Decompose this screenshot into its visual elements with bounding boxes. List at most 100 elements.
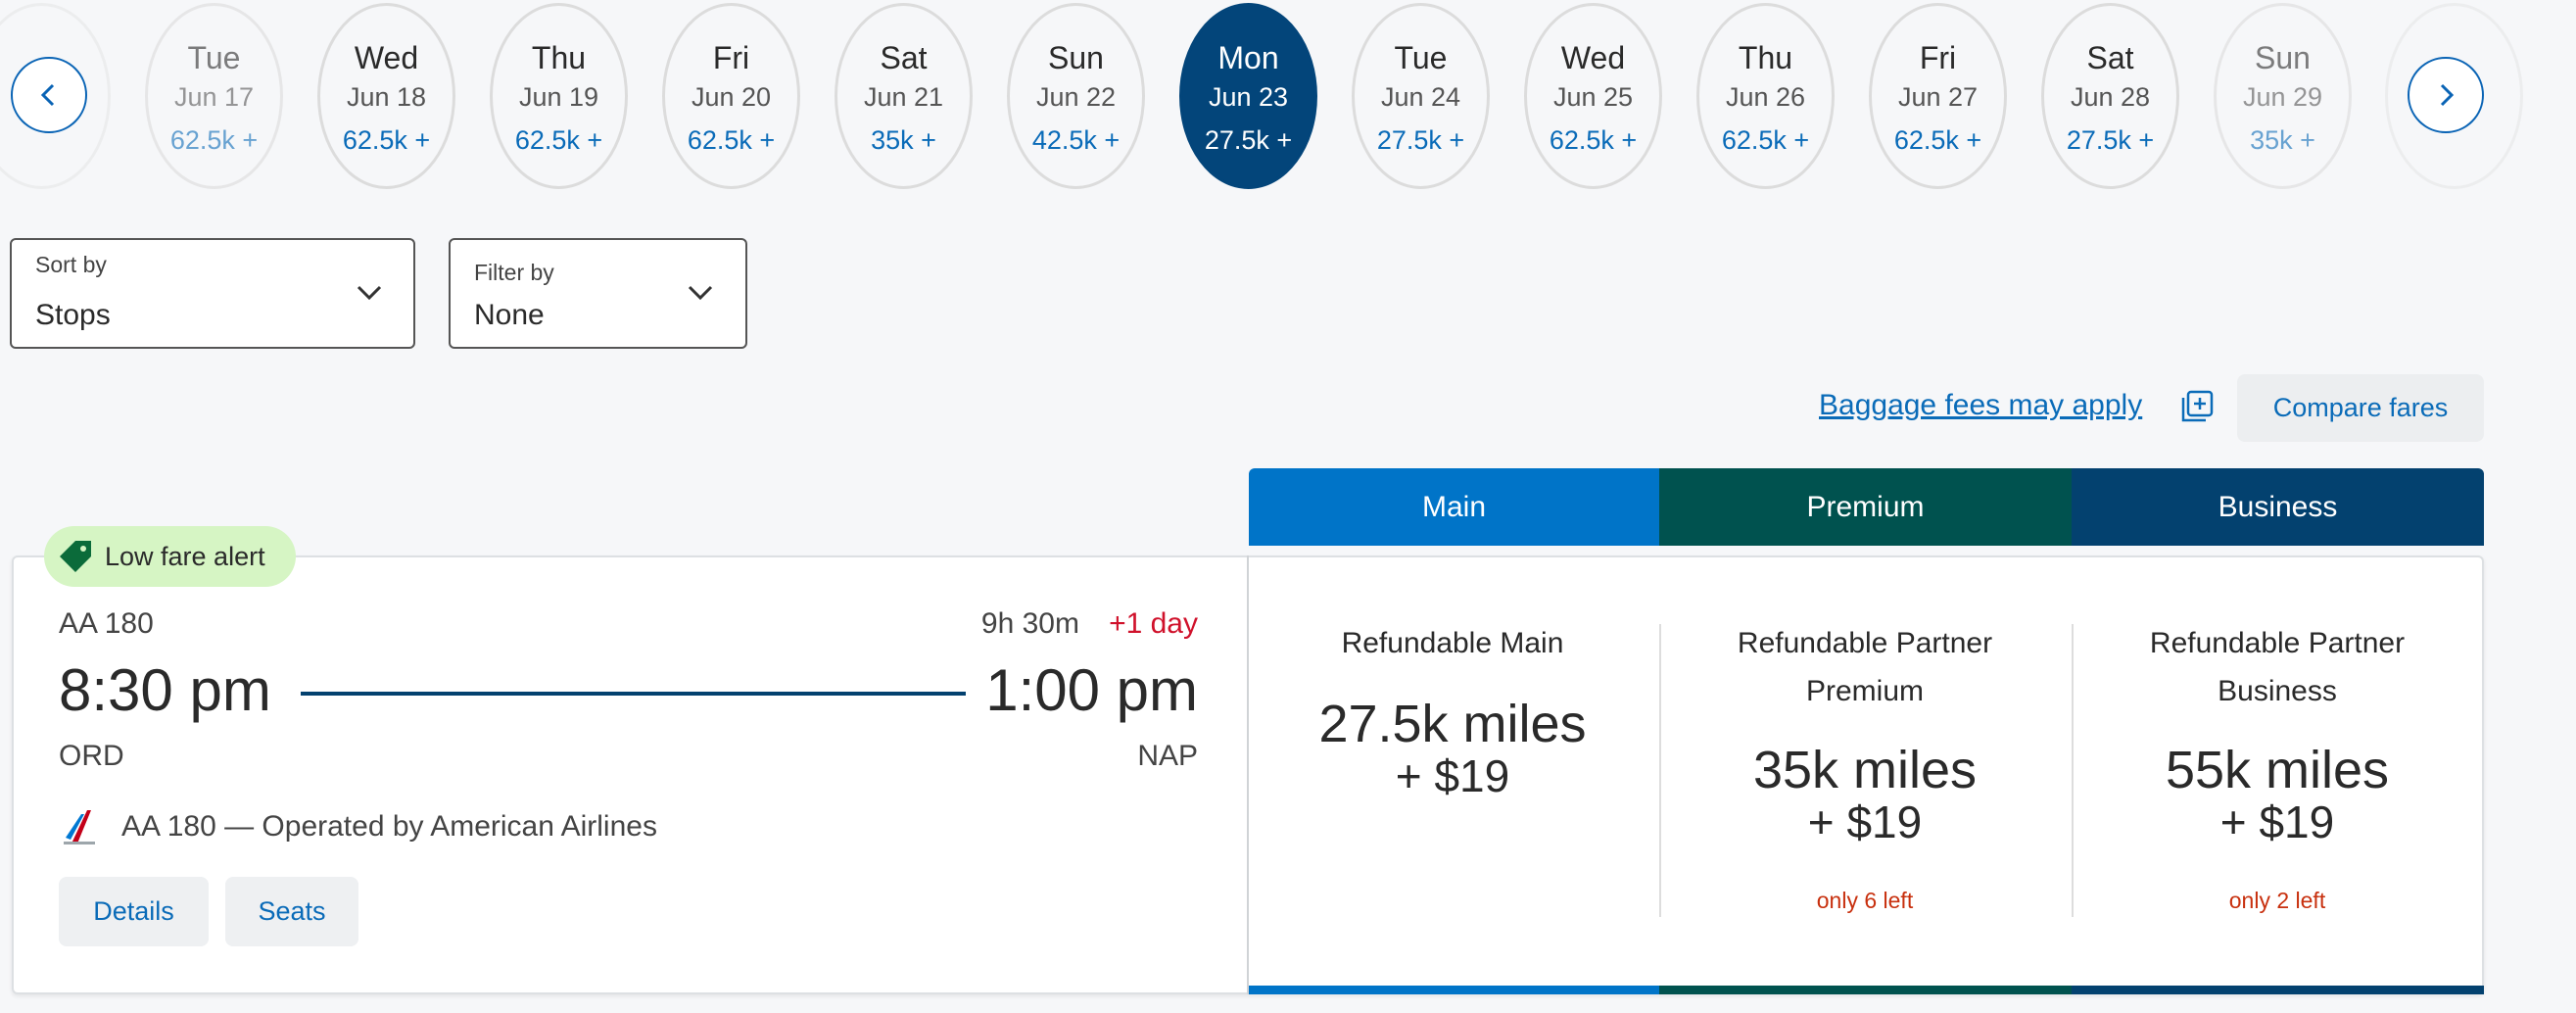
price: 62.5k + (514, 125, 603, 155)
day-option[interactable]: Tue Jun 24 27.5k + (1352, 3, 1490, 189)
weekday: Tue (187, 40, 241, 75)
filter-select[interactable]: Filter by None (449, 238, 747, 349)
weekday: Thu (531, 40, 587, 75)
date: Jun 22 (1035, 82, 1117, 112)
destination: NAP (1137, 740, 1198, 772)
weekday: Thu (1738, 40, 1793, 75)
fare-tab[interactable]: Main (1249, 468, 1659, 546)
day-option[interactable]: Fri Jun 20 62.5k + (662, 3, 800, 189)
tab-bar (2072, 986, 2484, 994)
next-arrow[interactable] (2408, 57, 2484, 133)
weekday: Fri (1919, 40, 1957, 75)
divider (2072, 624, 2074, 917)
fare-miles: 27.5k miles (1318, 695, 1587, 753)
dropdown-icon (357, 285, 382, 301)
operator: AA 180 — Operated by American Airlines (121, 810, 657, 843)
date: Jun 27 (1897, 82, 1979, 112)
seats-button[interactable]: Seats (225, 877, 358, 946)
fare-name: Refundable Partner (2149, 627, 2406, 659)
availability: only 2 left (2228, 888, 2326, 913)
date: Jun 20 (691, 82, 772, 112)
duration: 9h 30m (980, 607, 1079, 640)
baggage-link[interactable]: Baggage fees may apply (1819, 389, 2143, 421)
divider (1247, 555, 1249, 994)
weekday: Sun (1048, 40, 1104, 75)
day-option[interactable]: Mon Jun 23 27.5k + (1179, 3, 1317, 189)
sort-select[interactable]: Sort by Stops (10, 238, 415, 349)
fare-name: Business (2218, 675, 2337, 707)
sort-value: Stops (35, 299, 111, 331)
availability: only 6 left (1816, 888, 1914, 913)
day-option[interactable]: Thu Jun 26 62.5k + (1696, 3, 1835, 189)
airline-logo (64, 810, 95, 844)
prev-arrow[interactable] (11, 57, 87, 133)
price: 42.5k + (1031, 125, 1121, 155)
price: 62.5k + (1721, 125, 1810, 155)
weekday: Sat (880, 40, 928, 75)
compare-fares-button[interactable]: Compare fares (2237, 374, 2484, 442)
day-option[interactable]: Wed Jun 18 62.5k + (317, 3, 455, 189)
date: Jun 25 (1552, 82, 1634, 112)
fare-name: Refundable Main (1341, 627, 1564, 659)
date: Jun 28 (2070, 82, 2151, 112)
day-option[interactable]: Sat Jun 28 27.5k + (2041, 3, 2179, 189)
chevron-left (40, 83, 55, 107)
weekday: Fri (712, 40, 750, 75)
details-button[interactable]: Details (59, 877, 209, 946)
weekday: Sat (2086, 40, 2134, 75)
date: Jun 17 (173, 82, 255, 112)
day-offset: +1 day (1109, 607, 1198, 640)
fare-tab[interactable]: Business (2072, 468, 2484, 546)
day-option[interactable]: Wed Jun 25 62.5k + (1524, 3, 1662, 189)
tab-bar (1659, 986, 2072, 994)
filter-value: None (474, 299, 545, 331)
arrive-time: 1:00 pm (985, 657, 1198, 723)
price: 27.5k + (2066, 125, 2155, 155)
flight-number: AA 180 (59, 607, 154, 640)
day-option[interactable]: Sun Jun 29 35k + (2214, 3, 2352, 189)
tab-bar (1249, 986, 1659, 994)
filter-label: Filter by (474, 260, 554, 285)
date: Jun 24 (1380, 82, 1461, 112)
fare-miles: 35k miles (1752, 741, 1978, 799)
fare-fee: + $19 (1395, 750, 1510, 801)
fare-name: Premium (1805, 675, 1924, 707)
date: Jun 21 (863, 82, 944, 112)
route-line (301, 692, 966, 696)
day-option[interactable]: Thu Jun 19 62.5k + (490, 3, 628, 189)
fare-miles: 55k miles (2165, 741, 2390, 799)
depart-time: 8:30 pm (59, 657, 271, 723)
sort-label: Sort by (35, 252, 107, 277)
price: 62.5k + (1893, 125, 1982, 155)
dropdown-icon (688, 285, 713, 301)
date: Jun 18 (346, 82, 427, 112)
external-icon (2181, 390, 2214, 422)
date: Jun 29 (2242, 82, 2323, 112)
day-option[interactable]: Fri Jun 27 62.5k + (1869, 3, 2007, 189)
tag-icon (60, 541, 91, 572)
fare-name: Refundable Partner (1737, 627, 1993, 659)
date: Jun 23 (1208, 82, 1289, 112)
day-option[interactable]: Sat Jun 21 35k + (835, 3, 973, 189)
price: 62.5k + (169, 125, 259, 155)
weekday: Wed (1560, 40, 1626, 75)
price: 62.5k + (1549, 125, 1638, 155)
day-option[interactable]: Tue Jun 17 62.5k + (145, 3, 283, 189)
price: 35k + (2250, 125, 2315, 155)
day-option[interactable]: Sun Jun 22 42.5k + (1007, 3, 1145, 189)
price: 27.5k + (1204, 125, 1293, 155)
weekday: Tue (1394, 40, 1448, 75)
price: 35k + (871, 125, 936, 155)
chevron-right (2440, 83, 2455, 107)
fare-tab[interactable]: Premium (1659, 468, 2072, 546)
low-fare-badge: Low fare alert (44, 526, 296, 587)
weekday: Sun (2255, 40, 2311, 75)
price: 62.5k + (687, 125, 776, 155)
price: 27.5k + (1376, 125, 1465, 155)
origin: ORD (59, 740, 124, 772)
date: Jun 19 (518, 82, 599, 112)
badge-text: Low fare alert (105, 541, 265, 571)
fare-fee: + $19 (1807, 796, 1923, 847)
divider (1659, 624, 1661, 917)
